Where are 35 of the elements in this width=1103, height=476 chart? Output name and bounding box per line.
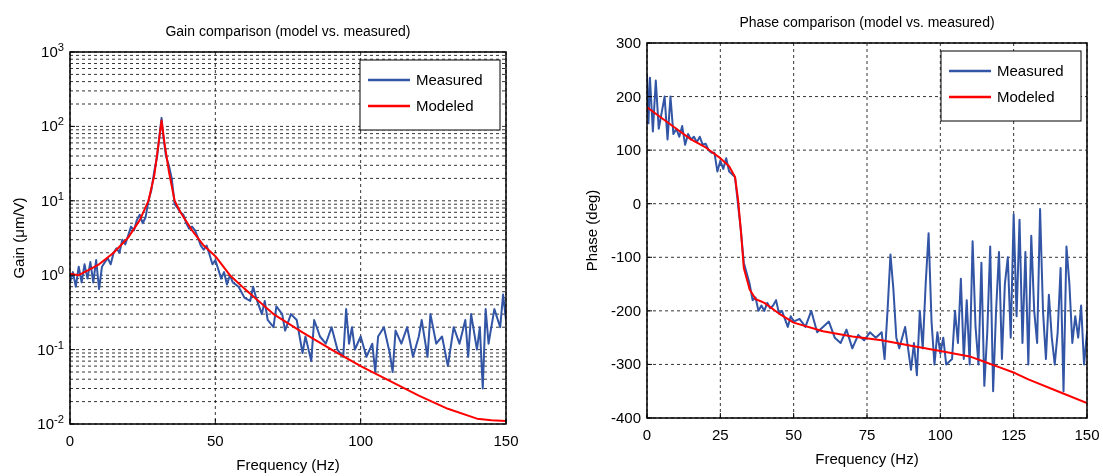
x-tick-label: 125: [1001, 426, 1027, 443]
x-tick-label: 0: [642, 426, 652, 443]
y-tick-label: 300: [615, 34, 641, 51]
x-tick-label: 100: [927, 426, 953, 443]
x-tick-label: 0: [65, 432, 75, 449]
y-tick-label: 0: [632, 194, 641, 212]
x-tick-label: 50: [206, 432, 224, 449]
x-tick-label: 100: [348, 432, 374, 449]
x-tick-label: 75: [858, 426, 876, 443]
y-tick-label: 10$^{-2}$: [37, 413, 64, 432]
legend-label: Measured: [997, 62, 1064, 79]
y-tick-label: -200: [610, 301, 641, 319]
x-tick-label: 25: [711, 426, 729, 443]
chart-title: Phase comparison (model vs. measured): [739, 14, 995, 30]
legend-label: Modeled: [997, 88, 1055, 105]
y-tick-label: -100: [610, 248, 641, 266]
x-axis-title: Frequency (Hz): [815, 450, 919, 467]
y-tick-label: -400: [610, 409, 641, 426]
x-axis-title: Frequency (Hz): [236, 456, 340, 473]
legend-label: Measured: [416, 71, 483, 88]
x-tick-label: 50: [785, 426, 803, 443]
y-tick-label: 200: [615, 87, 641, 105]
legend-label: Modeled: [416, 97, 474, 114]
y-axis-title: Phase (deg): [583, 189, 600, 272]
x-tick-label: 150: [1074, 426, 1100, 443]
y-tick-label: 10$^{3}$: [41, 41, 64, 60]
y-tick-label: 100: [615, 141, 641, 159]
y-tick-label: 10$^{-1}$: [37, 338, 64, 358]
y-axis-title: Gain (μm/V): [10, 197, 27, 279]
y-tick-label: -300: [610, 355, 641, 373]
chart-title: Gain comparison (model vs. measured): [165, 23, 411, 39]
x-tick-label: 150: [493, 432, 519, 449]
y-tick-label: 10$^{0}$: [41, 264, 64, 284]
y-tick-label: 10$^{1}$: [41, 189, 64, 209]
y-tick-label: 10$^{2}$: [41, 115, 64, 135]
